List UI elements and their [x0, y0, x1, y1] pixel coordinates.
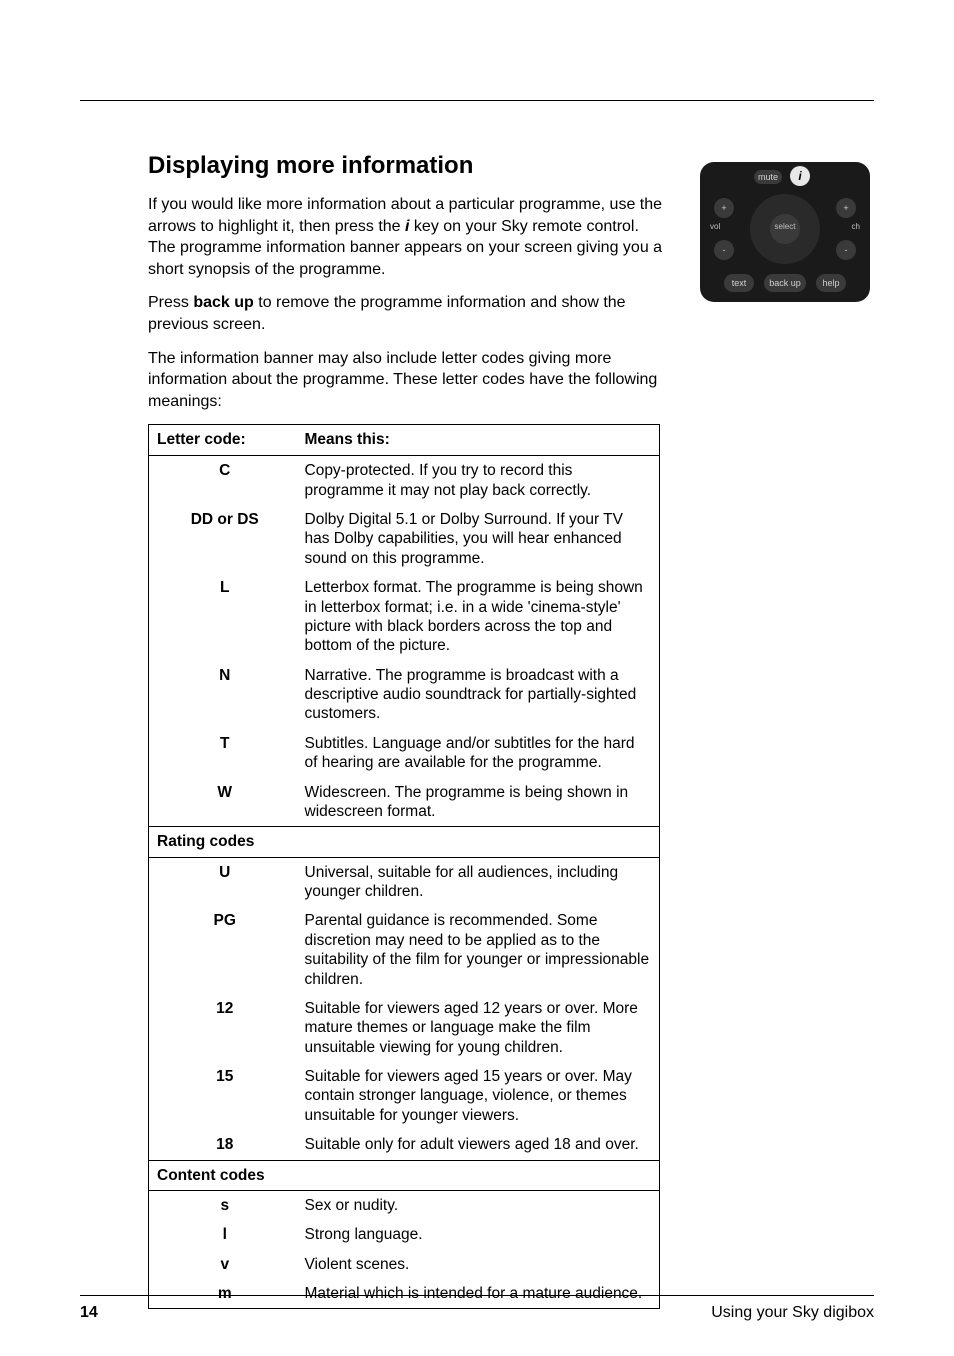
header-means-this: Means this:: [297, 425, 660, 456]
table-row: DD or DSDolby Digital 5.1 or Dolby Surro…: [149, 505, 660, 573]
letter-code-cell: s: [149, 1190, 297, 1220]
volume-label: vol: [710, 222, 720, 231]
table-row: LLetterbox format. The programme is bein…: [149, 573, 660, 661]
channel-label: ch: [852, 222, 860, 231]
section-heading: Displaying more information: [148, 152, 668, 180]
description-cell: Sex or nudity.: [297, 1190, 660, 1220]
table-row: WWidescreen. The programme is being show…: [149, 778, 660, 827]
table-row: lStrong language.: [149, 1220, 660, 1249]
letter-code-cell: W: [149, 778, 297, 827]
table-row: PGParental guidance is recommended. Some…: [149, 906, 660, 994]
paragraph-2: Press back up to remove the programme in…: [148, 292, 668, 335]
description-cell: Copy-protected. If you try to record thi…: [297, 456, 660, 505]
bottom-rule: [80, 1295, 874, 1296]
description-cell: Strong language.: [297, 1220, 660, 1249]
volume-up-button: +: [714, 198, 734, 218]
description-cell: Parental guidance is recommended. Some d…: [297, 906, 660, 994]
content-codes-label: Content codes: [149, 1160, 660, 1190]
table-row: 18Suitable only for adult viewers aged 1…: [149, 1130, 660, 1160]
letter-codes-table: Letter code: Means this: CCopy-protected…: [148, 424, 660, 1309]
letter-code-cell: N: [149, 661, 297, 729]
table-header-row: Letter code: Means this:: [149, 425, 660, 456]
letter-code-cell: 15: [149, 1062, 297, 1130]
table-row: vViolent scenes.: [149, 1250, 660, 1279]
help-button: help: [816, 274, 846, 292]
letter-code-cell: DD or DS: [149, 505, 297, 573]
letter-code-cell: L: [149, 573, 297, 661]
description-cell: Narrative. The programme is broadcast wi…: [297, 661, 660, 729]
description-cell: Suitable for viewers aged 12 years or ov…: [297, 994, 660, 1062]
page-number: 14: [80, 1304, 98, 1322]
mute-button: mute: [754, 170, 782, 184]
table-row: CCopy-protected. If you try to record th…: [149, 456, 660, 505]
letter-code-cell: v: [149, 1250, 297, 1279]
description-cell: Dolby Digital 5.1 or Dolby Surround. If …: [297, 505, 660, 573]
letter-code-cell: l: [149, 1220, 297, 1249]
description-cell: Suitable only for adult viewers aged 18 …: [297, 1130, 660, 1160]
letter-code-cell: C: [149, 456, 297, 505]
description-cell: Letterbox format. The programme is being…: [297, 573, 660, 661]
volume-down-button: -: [714, 240, 734, 260]
description-cell: Subtitles. Language and/or subtitles for…: [297, 729, 660, 778]
text-button: text: [724, 274, 754, 292]
backup-button: back up: [764, 274, 806, 292]
backup-keyword: back up: [193, 294, 253, 311]
table-row: UUniversal, suitable for all audiences, …: [149, 857, 660, 906]
letter-code-cell: 18: [149, 1130, 297, 1160]
letter-code-cell: PG: [149, 906, 297, 994]
table-row: 12Suitable for viewers aged 12 years or …: [149, 994, 660, 1062]
rating-codes-label: Rating codes: [149, 827, 660, 857]
description-cell: Universal, suitable for all audiences, i…: [297, 857, 660, 906]
para2-text-a: Press: [148, 294, 193, 311]
channel-down-button: -: [836, 240, 856, 260]
letter-code-cell: T: [149, 729, 297, 778]
letter-code-cell: 12: [149, 994, 297, 1062]
description-cell: Violent scenes.: [297, 1250, 660, 1279]
letter-code-cell: U: [149, 857, 297, 906]
top-rule: [80, 100, 874, 101]
table-row: TSubtitles. Language and/or subtitles fo…: [149, 729, 660, 778]
description-cell: Widescreen. The programme is being shown…: [297, 778, 660, 827]
rating-codes-section: Rating codes: [149, 827, 660, 857]
description-cell: Suitable for viewers aged 15 years or ov…: [297, 1062, 660, 1130]
content-codes-section: Content codes: [149, 1160, 660, 1190]
channel-up-button: +: [836, 198, 856, 218]
table-row: 15Suitable for viewers aged 15 years or …: [149, 1062, 660, 1130]
paragraph-1: If you would like more information about…: [148, 194, 668, 280]
table-row: sSex or nudity.: [149, 1190, 660, 1220]
header-letter-code: Letter code:: [149, 425, 297, 456]
paragraph-3: The information banner may also include …: [148, 348, 668, 413]
info-button: i: [790, 166, 810, 186]
footer-text: Using your Sky digibox: [711, 1304, 874, 1322]
main-content: Displaying more information If you would…: [148, 152, 668, 1309]
select-label: select: [750, 222, 820, 231]
table-row: NNarrative. The programme is broadcast w…: [149, 661, 660, 729]
remote-control-graphic: mute i select + - vol + - ch text back u…: [700, 162, 870, 302]
